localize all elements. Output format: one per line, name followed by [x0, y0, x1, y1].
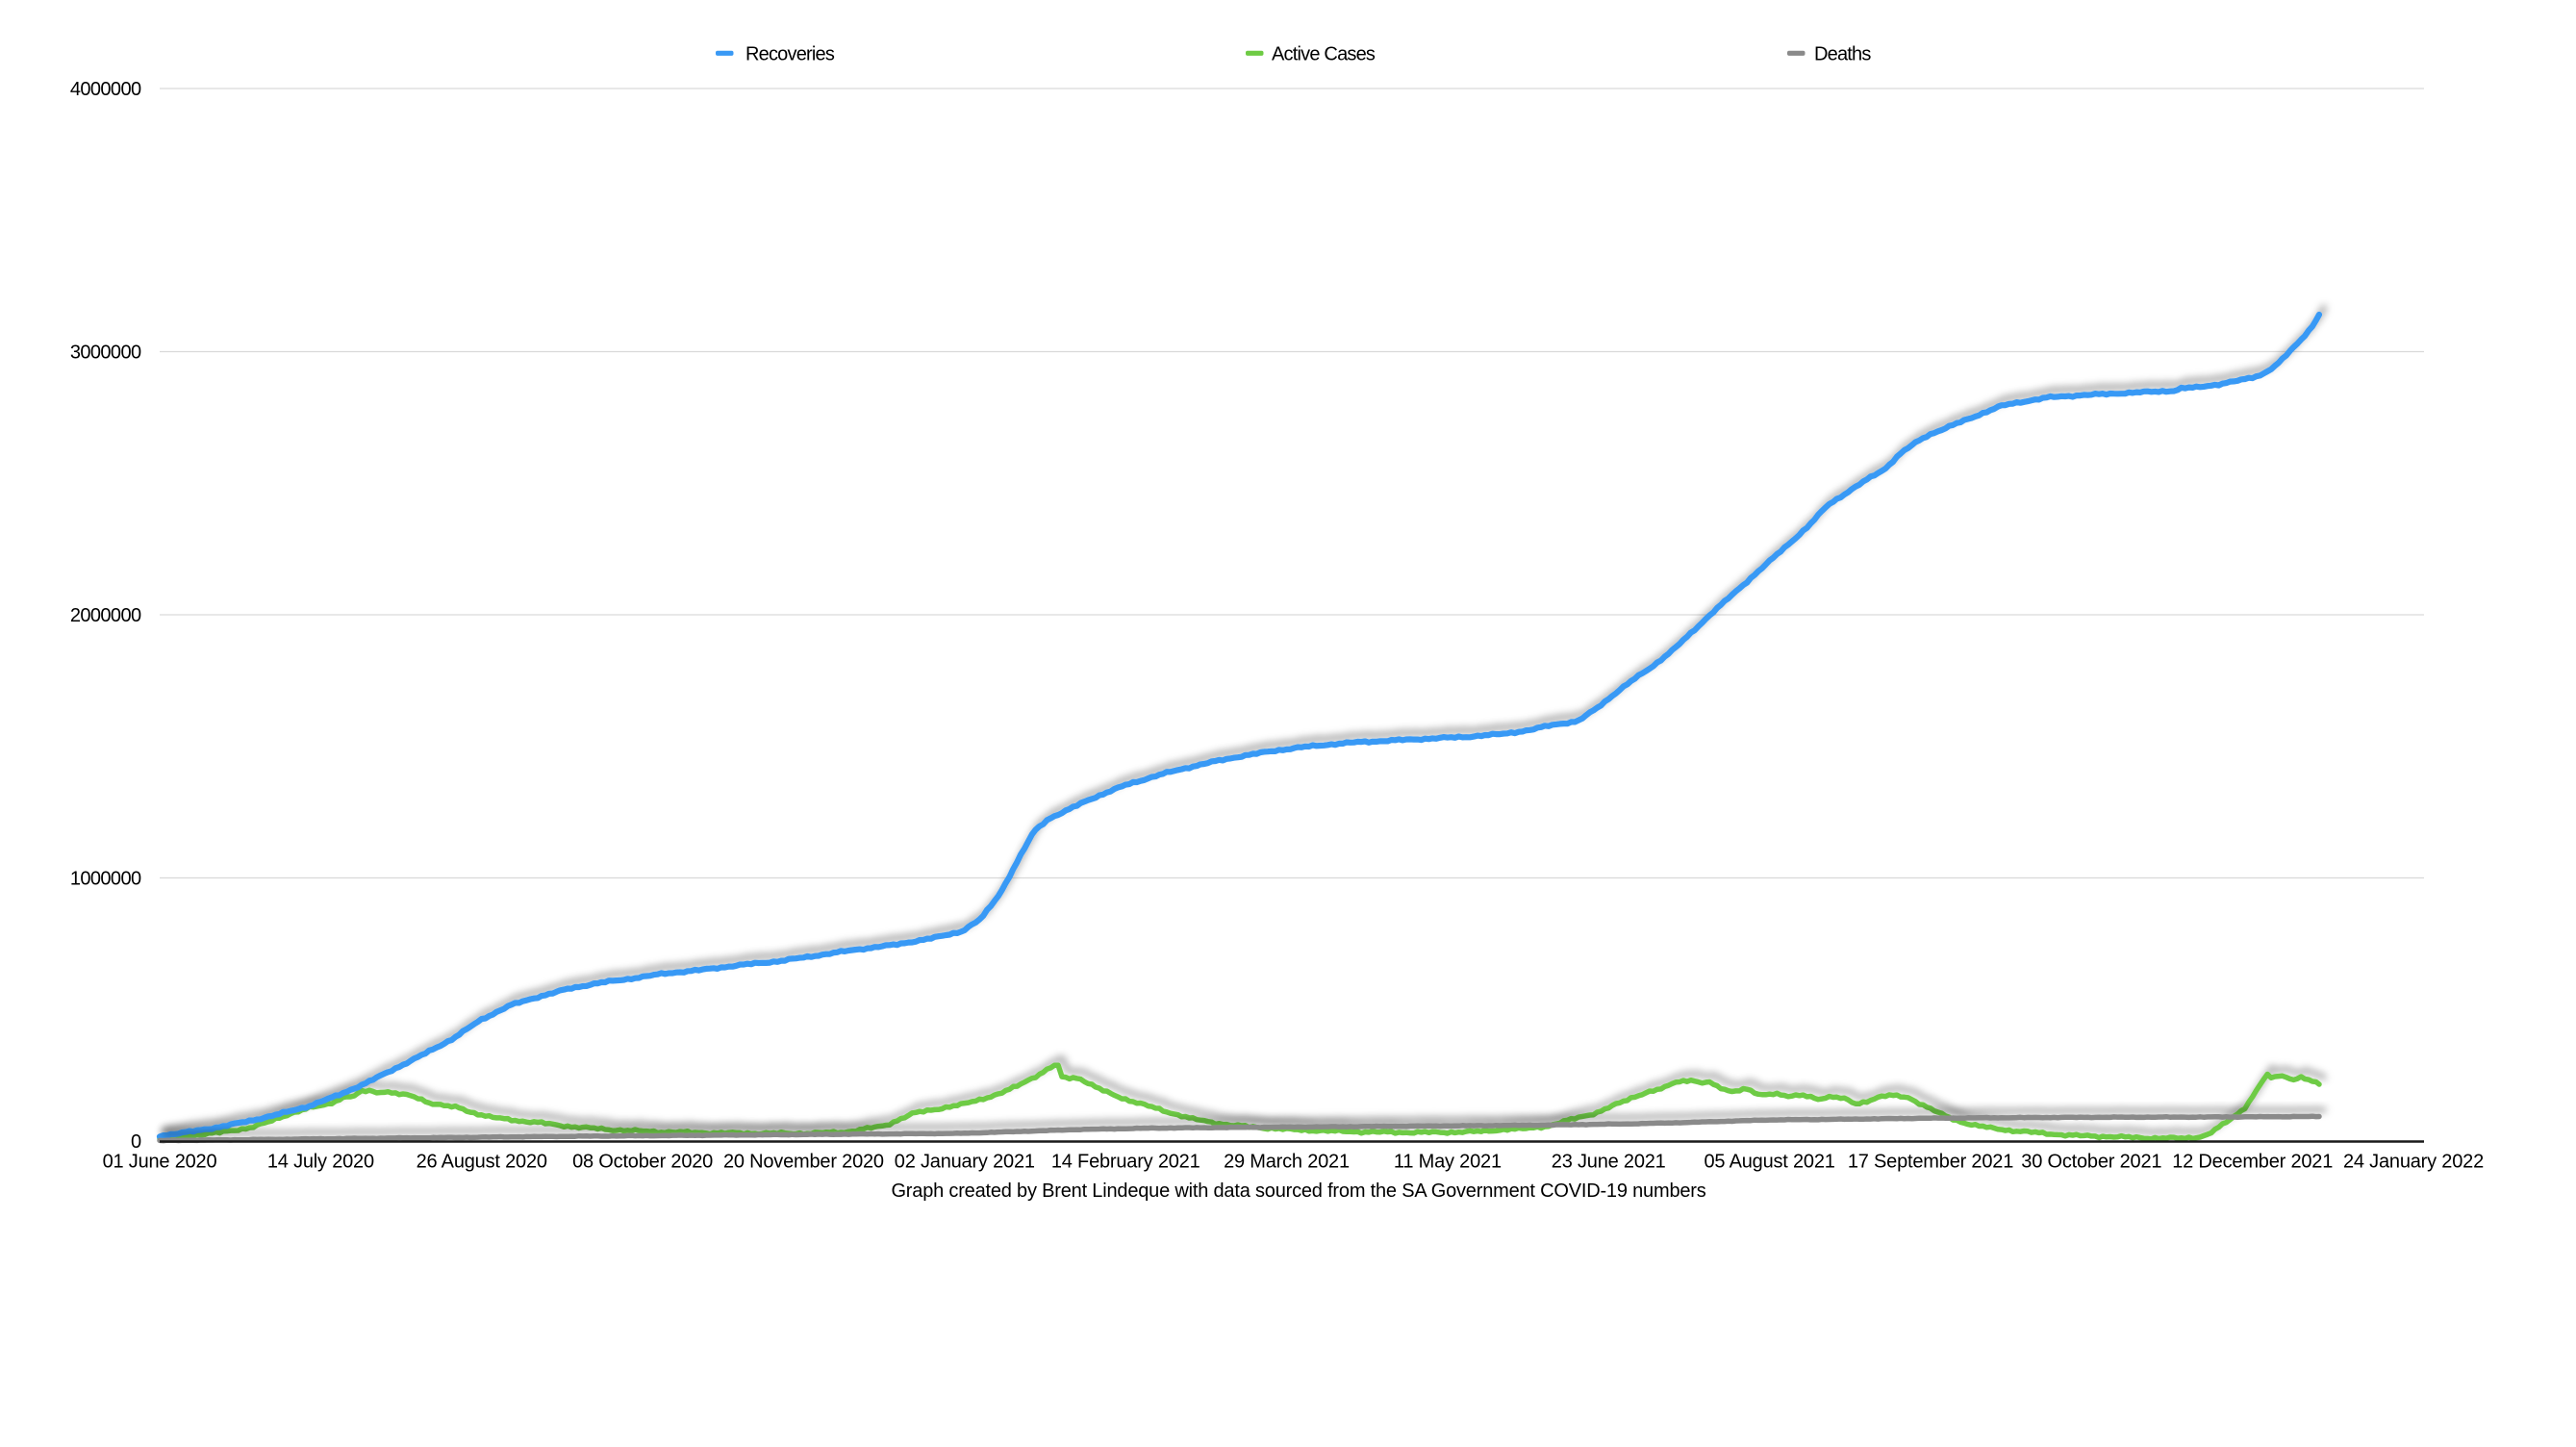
svg-text:0: 0	[131, 1131, 141, 1153]
svg-text:4000000: 4000000	[70, 79, 141, 100]
svg-text:14 February 2021: 14 February 2021	[1051, 1152, 1200, 1173]
svg-text:29 March 2021: 29 March 2021	[1224, 1152, 1350, 1173]
svg-text:08 October 2020: 08 October 2020	[572, 1152, 713, 1173]
svg-text:1000000: 1000000	[70, 869, 141, 890]
svg-text:17 September 2021: 17 September 2021	[1848, 1152, 2013, 1173]
svg-text:2000000: 2000000	[70, 605, 141, 626]
svg-text:20 November 2020: 20 November 2020	[723, 1152, 884, 1173]
svg-text:3000000: 3000000	[70, 343, 141, 364]
svg-text:23 June 2021: 23 June 2021	[1552, 1152, 1666, 1173]
svg-text:Graph created by Brent Lindequ: Graph created by Brent Lindeque with dat…	[891, 1180, 1705, 1202]
svg-text:01 June 2020: 01 June 2020	[103, 1152, 217, 1173]
svg-text:12 December 2021: 12 December 2021	[2172, 1152, 2333, 1173]
svg-text:02 January 2021: 02 January 2021	[895, 1152, 1035, 1173]
svg-text:Active Cases: Active Cases	[1272, 44, 1376, 65]
svg-text:Deaths: Deaths	[1814, 44, 1871, 65]
svg-text:14 July 2020: 14 July 2020	[267, 1152, 374, 1173]
svg-text:30 October 2021: 30 October 2021	[2021, 1152, 2161, 1173]
svg-text:26 August 2020: 26 August 2020	[417, 1152, 547, 1173]
svg-text:24 January 2022: 24 January 2022	[2343, 1152, 2484, 1173]
svg-text:05 August 2021: 05 August 2021	[1704, 1152, 1834, 1173]
svg-text:Recoveries: Recoveries	[745, 44, 835, 65]
svg-text:11 May 2021: 11 May 2021	[1394, 1152, 1502, 1173]
